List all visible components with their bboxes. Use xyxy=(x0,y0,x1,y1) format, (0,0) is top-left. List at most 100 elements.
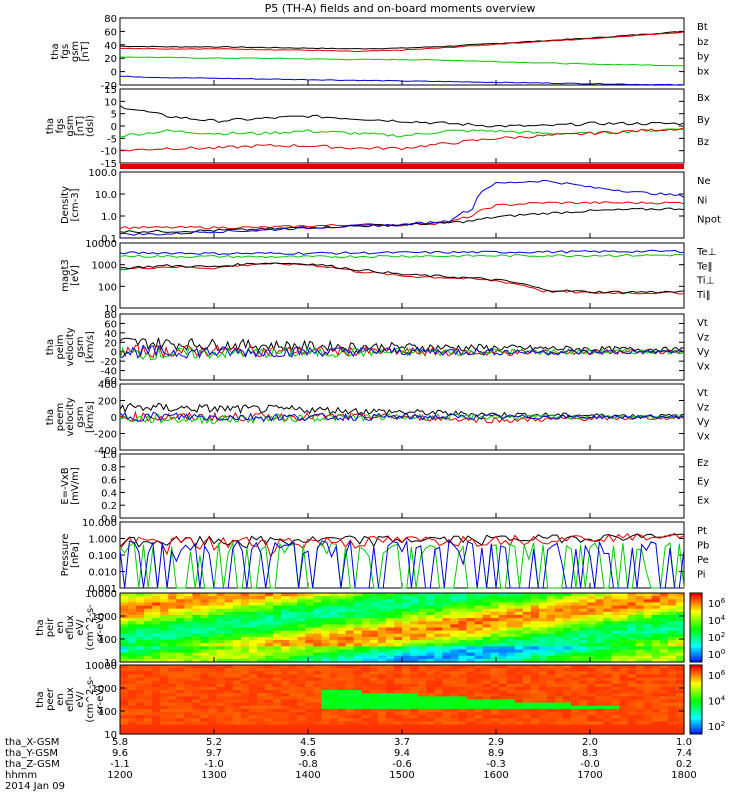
heat-cell xyxy=(643,690,653,694)
heat-cell xyxy=(538,652,548,657)
heat-cell xyxy=(530,671,540,676)
heat-cell xyxy=(120,721,129,726)
xaxis-row-label: tha_Y-GSM xyxy=(5,748,58,759)
heat-cell xyxy=(522,633,532,638)
heat-cell xyxy=(667,702,677,707)
heat-cell xyxy=(160,665,169,669)
heat-cell xyxy=(152,668,161,672)
y-label-line: gsm xyxy=(75,336,86,357)
heat-cell xyxy=(490,665,500,669)
heat-cell xyxy=(506,686,516,691)
heat-cell xyxy=(603,718,613,723)
heat-cell xyxy=(619,630,629,635)
heat-cell xyxy=(321,640,331,644)
heat-cell xyxy=(200,721,210,726)
heat-cell xyxy=(442,702,451,707)
heat-cell xyxy=(248,730,258,735)
heat-cell xyxy=(651,718,661,723)
y-tick-label: 0.010 xyxy=(88,568,117,579)
heat-cell xyxy=(128,712,137,716)
heat-cell xyxy=(651,671,661,676)
heat-cell xyxy=(224,658,234,663)
heat-cell xyxy=(393,640,403,644)
heat-cell xyxy=(498,611,508,616)
heat-cell xyxy=(563,611,572,616)
heat-cell xyxy=(297,696,306,701)
heat-cell xyxy=(603,674,613,679)
heat-cell xyxy=(160,693,169,697)
heat-cell xyxy=(498,677,508,682)
heat-cell xyxy=(538,640,548,644)
heat-cell xyxy=(361,712,371,716)
heat-cell xyxy=(144,696,153,701)
heat-cell xyxy=(329,674,339,679)
heat-cell xyxy=(385,721,395,726)
heat-cell xyxy=(168,655,177,660)
heat-cell xyxy=(152,611,161,616)
heat-cell xyxy=(297,702,306,707)
heat-cell xyxy=(337,712,347,716)
y-tick-label: 0 xyxy=(111,348,117,359)
heat-cell xyxy=(466,658,476,663)
heat-cell xyxy=(490,674,500,679)
heat-cell xyxy=(466,705,476,710)
heat-cell xyxy=(442,621,451,625)
heat-cell xyxy=(128,643,137,647)
heat-cell xyxy=(667,680,677,685)
heat-cell xyxy=(538,712,548,716)
heat-cell xyxy=(176,708,186,713)
heat-cell xyxy=(329,646,339,651)
heat-cell xyxy=(369,658,379,663)
heat-cell xyxy=(506,618,516,622)
heat-cell xyxy=(474,643,484,647)
heat-cell xyxy=(563,702,572,707)
heat-cell xyxy=(297,683,306,688)
series-Ti⊥ xyxy=(119,249,685,256)
heat-cell xyxy=(385,668,395,672)
heat-cell xyxy=(611,599,621,604)
heat-cell xyxy=(256,593,266,597)
heat-cell xyxy=(514,618,524,622)
heat-cell xyxy=(273,708,282,713)
y-tick-label: -5 xyxy=(107,134,117,145)
heat-cell xyxy=(611,624,621,629)
heat-cell xyxy=(305,708,314,713)
heat-cell xyxy=(514,705,524,710)
heat-cell xyxy=(144,596,153,600)
heat-cell xyxy=(281,618,290,622)
heat-cell xyxy=(256,712,266,716)
heat-cell xyxy=(256,633,266,638)
heat-cell xyxy=(418,596,427,600)
heat-cell xyxy=(256,705,266,710)
heat-cell xyxy=(152,683,161,688)
heat-cell xyxy=(426,605,435,610)
heat-cell xyxy=(450,605,459,610)
heat-cell xyxy=(329,693,339,697)
heat-cell xyxy=(265,630,274,635)
heat-cell xyxy=(426,708,435,713)
heat-cell xyxy=(337,677,347,682)
series-Bt xyxy=(119,30,685,50)
heat-cell xyxy=(232,593,242,597)
heat-cell xyxy=(538,668,548,672)
heat-cell xyxy=(152,599,161,604)
heat-cell xyxy=(506,602,516,607)
heat-cell xyxy=(442,727,451,732)
heat-cell xyxy=(385,640,395,644)
heat-cell xyxy=(506,693,516,697)
heat-cell xyxy=(538,633,548,638)
heat-cell xyxy=(208,727,218,732)
heat-cell xyxy=(490,627,500,632)
heat-cell xyxy=(410,614,419,619)
heat-cell xyxy=(522,708,532,713)
heat-cell xyxy=(522,602,532,607)
heat-cell xyxy=(595,608,605,613)
heat-cell xyxy=(385,593,395,597)
heat-cell xyxy=(160,658,169,663)
heat-cell xyxy=(474,599,484,604)
heat-cell xyxy=(410,730,419,735)
heat-cell xyxy=(466,602,476,607)
heat-cell xyxy=(635,636,645,641)
heat-cell xyxy=(571,721,580,726)
